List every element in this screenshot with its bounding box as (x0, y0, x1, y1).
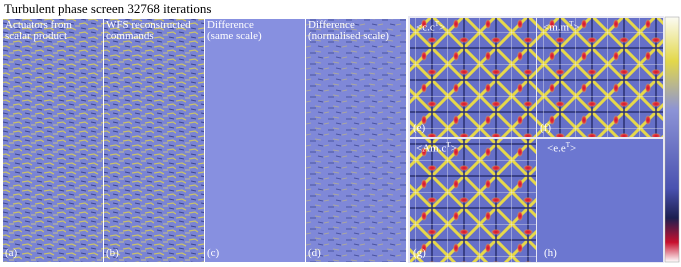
caption-line: WFS reconstructed (106, 19, 191, 31)
caption-base: <c.c (416, 21, 435, 34)
caption-end: > (573, 21, 580, 34)
caption-line: (same scale) (207, 30, 262, 42)
panel-label: (g) (413, 247, 426, 259)
caption-end: > (570, 142, 577, 155)
panel-caption: Difference (same scale) (207, 20, 262, 42)
panel-label: (h) (544, 247, 557, 259)
panel-caption: <Am.cT> (416, 141, 457, 155)
colorbar (664, 16, 680, 263)
panel-label: (c) (207, 247, 220, 259)
panel-image (410, 18, 536, 137)
panel-image (306, 19, 406, 262)
figure-title: Turbulent phase screen 32768 iterations (4, 1, 212, 16)
caption-end: > (439, 21, 446, 34)
caption-base: <Am.c (416, 142, 447, 155)
caption-line: scalar product (5, 30, 67, 42)
panel-caption: Actuators from scalar product (5, 20, 72, 42)
caption-superscript: T (569, 20, 574, 28)
panel-image (537, 139, 663, 262)
caption-superscript: T (565, 141, 570, 149)
panel-image (410, 139, 536, 262)
panel-caption: Difference (normalised scale) (308, 20, 389, 42)
caption-end: > (450, 142, 457, 155)
panel-label: (e) (413, 122, 426, 134)
panel-image (537, 18, 663, 137)
caption-superscript: T (446, 141, 451, 149)
panel-caption: <m.mT> (543, 20, 580, 34)
caption-superscript: T (434, 20, 439, 28)
panel-image (104, 19, 204, 262)
caption-line: Actuators from (5, 19, 72, 31)
panel-label: (b) (106, 247, 119, 259)
panel-image (205, 19, 305, 262)
caption-line: (normalised scale) (308, 30, 389, 42)
caption-line: Difference (207, 19, 254, 31)
panel-caption: WFS reconstructed commands (106, 20, 191, 42)
caption-base: <e.e (547, 142, 566, 155)
panel-label: (f) (540, 122, 551, 134)
caption-line: Difference (308, 19, 355, 31)
panel-image (3, 19, 103, 262)
panel-caption: <e.eT> (547, 141, 576, 155)
caption-base: <m.m (543, 21, 570, 34)
caption-line: commands (106, 30, 154, 42)
panel-label: (d) (308, 247, 321, 259)
panel-label: (a) (5, 247, 18, 259)
panel-caption: <c.cT> (416, 20, 445, 34)
